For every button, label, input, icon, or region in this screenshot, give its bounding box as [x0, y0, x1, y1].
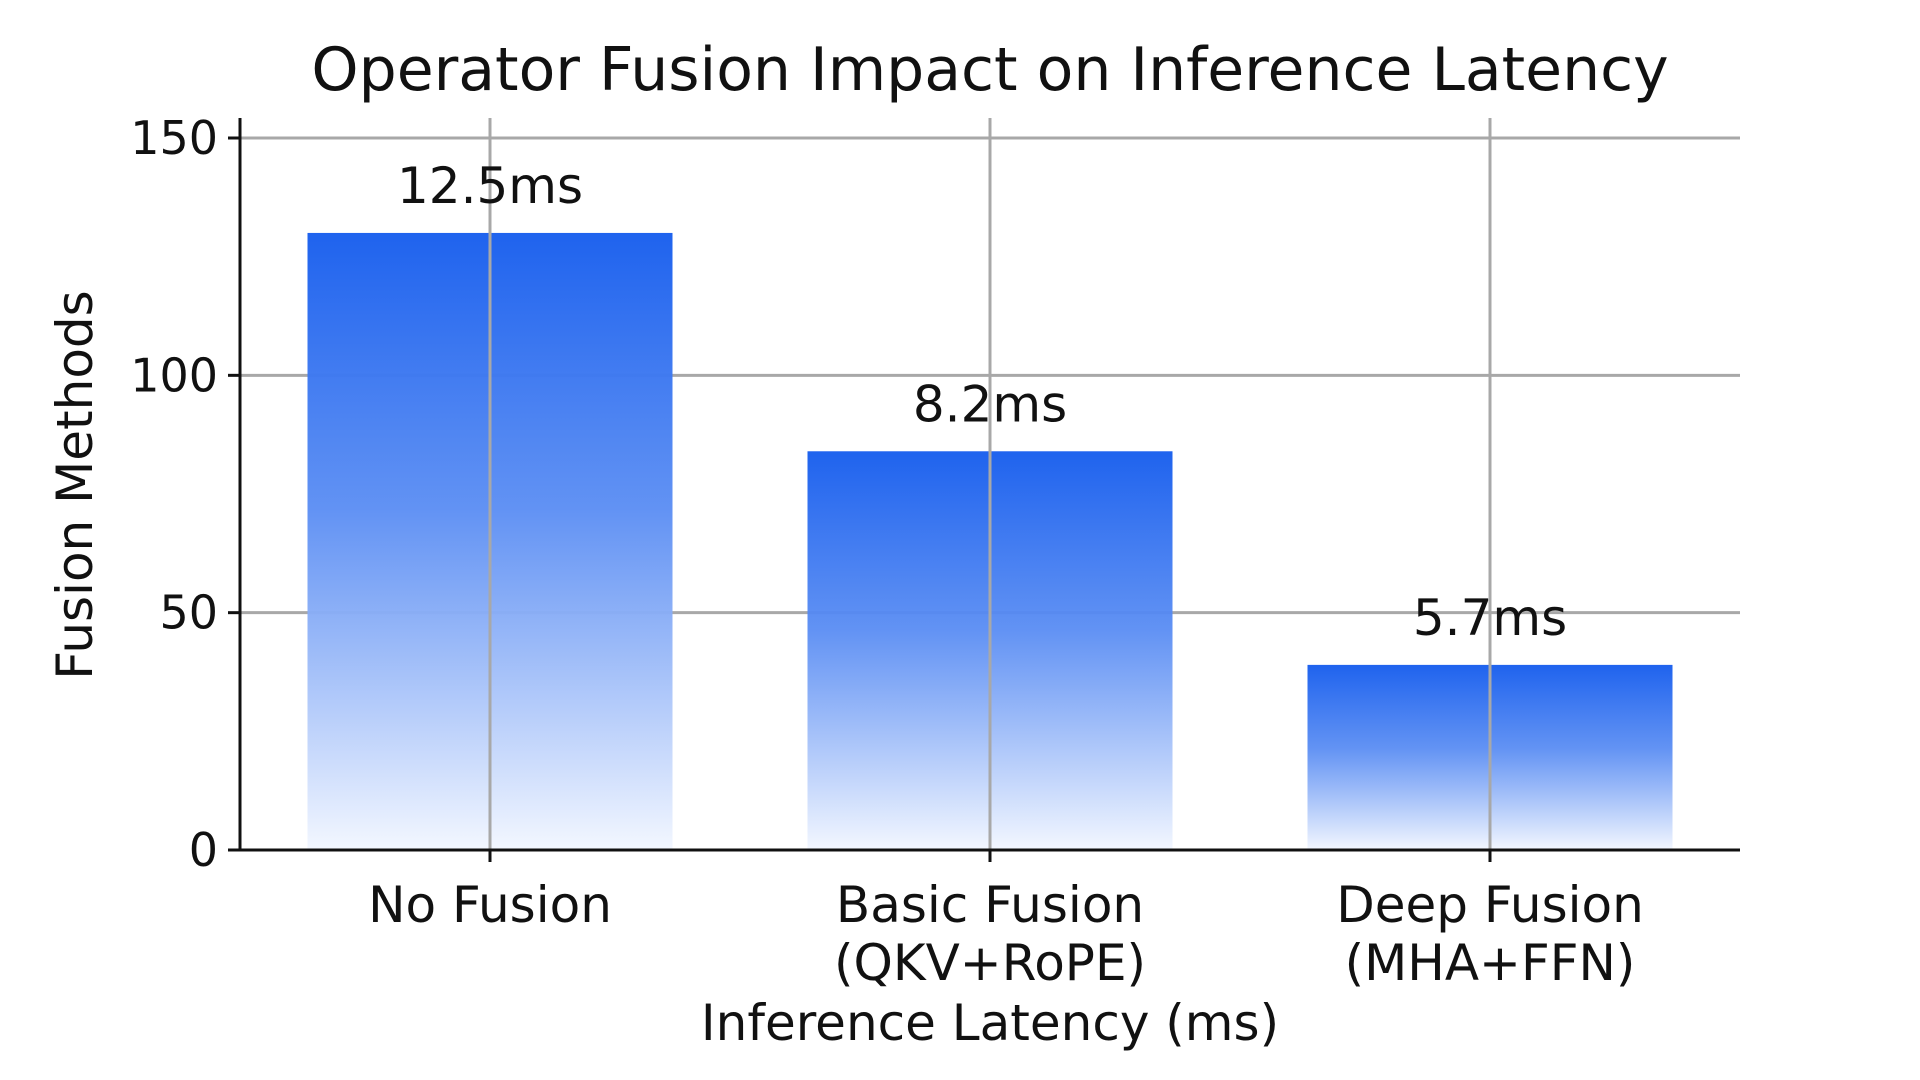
y-axis-label: Fusion Methods: [46, 290, 104, 679]
label-layer: 0 50 100 150 No Fusion Basic Fusion(QKV+RoPE)…: [130, 111, 1644, 992]
axis-layer: [228, 118, 1740, 862]
y-tick-label-3: 150: [130, 111, 218, 165]
data-label-0: 12.5ms: [397, 157, 583, 215]
x-axis-label: Inference Latency (ms): [701, 994, 1279, 1052]
y-tick-label-0: 0: [189, 823, 218, 877]
y-tick-label-2: 100: [130, 348, 218, 402]
data-label-1: 8.2ms: [913, 375, 1067, 433]
x-tick-label-2-0: Deep Fusion: [1336, 876, 1644, 934]
data-label-2: 5.7ms: [1413, 589, 1567, 647]
chart-title: Operator Fusion Impact on Inference Late…: [311, 35, 1668, 105]
x-tick-label-0-0: No Fusion: [368, 876, 612, 934]
x-tick-label-2-1: (MHA+FFN): [1345, 934, 1636, 992]
y-tick-label-1: 50: [159, 586, 218, 640]
x-tick-label-1-0: Basic Fusion: [836, 876, 1144, 934]
x-tick-label-1-1: (QKV+RoPE): [834, 934, 1146, 992]
